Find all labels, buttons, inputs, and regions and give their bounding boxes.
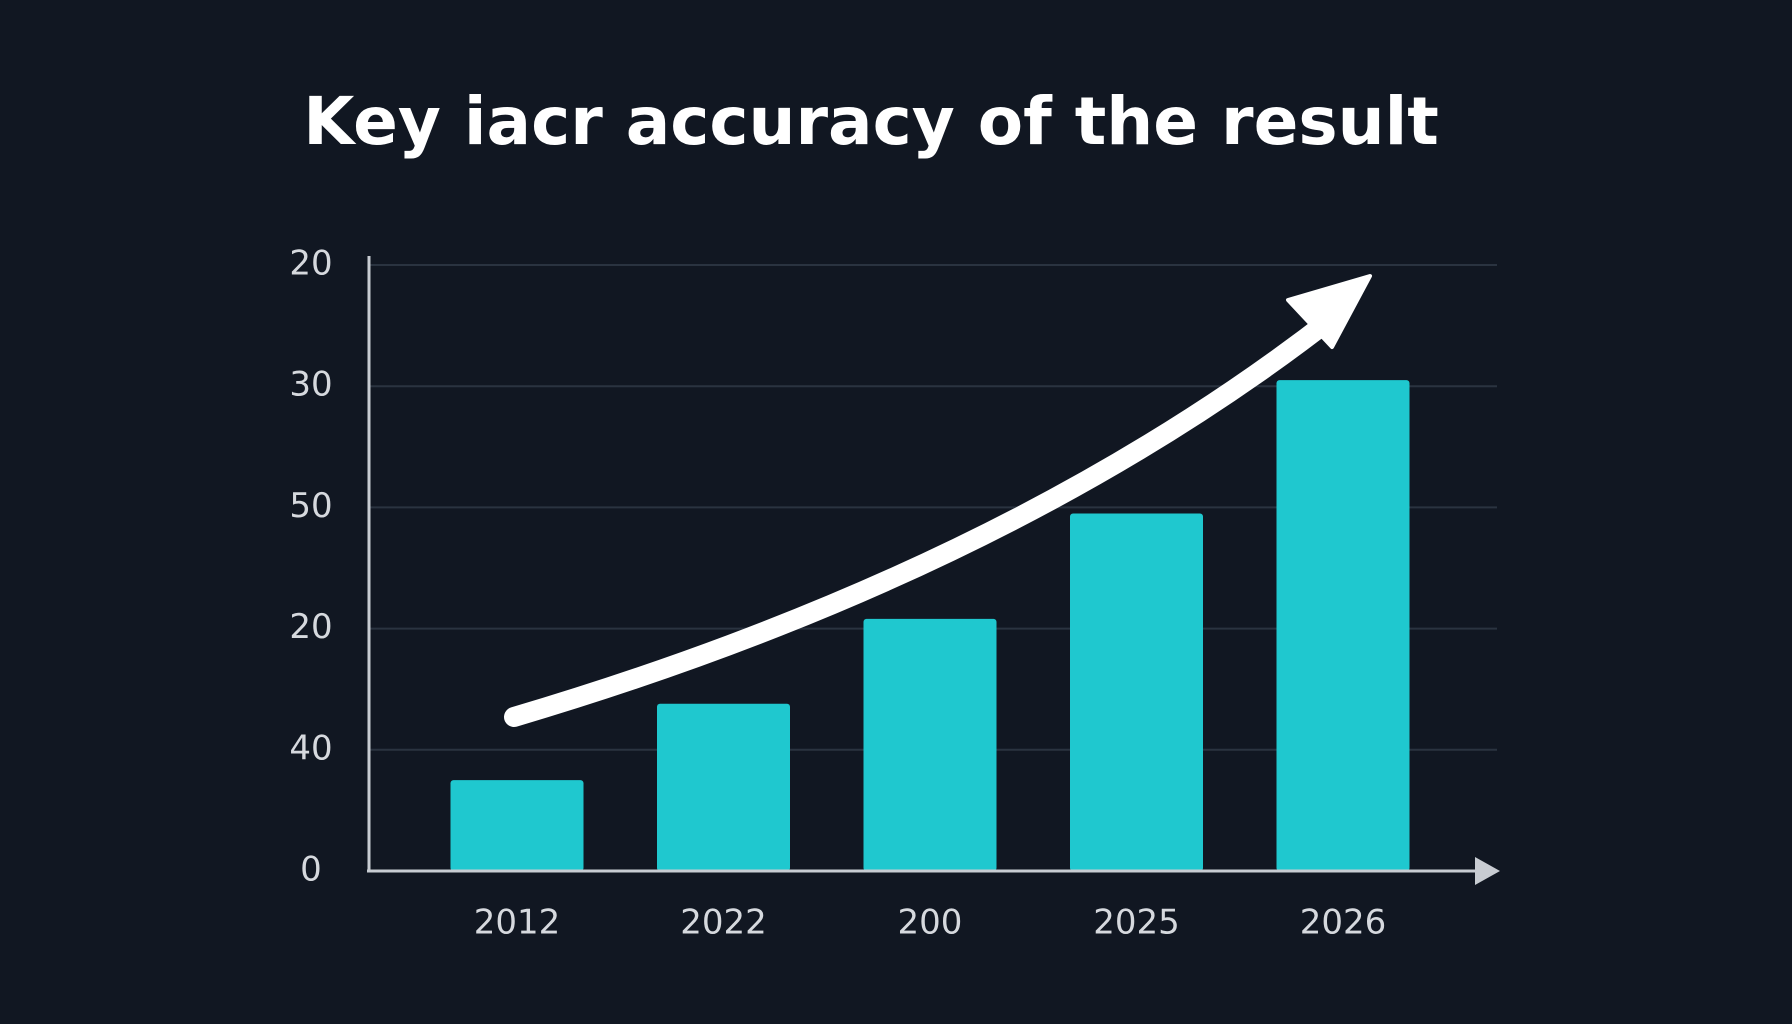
x-tick-label: 2022 <box>680 903 767 943</box>
trend-arrowhead <box>1286 274 1372 349</box>
chart-title: Key iacr accuracy of the result <box>303 83 1439 160</box>
bar <box>1276 380 1410 871</box>
bar <box>450 780 584 871</box>
bar <box>657 703 790 871</box>
y-tick-label: 0 <box>300 850 322 890</box>
bars <box>450 380 1410 871</box>
y-tick-label: 20 <box>289 607 332 647</box>
y-tick-label: 50 <box>289 486 332 526</box>
y-tick-label: 20 <box>289 244 332 284</box>
x-tick-label: 2012 <box>474 903 561 943</box>
x-tick-label: 200 <box>898 903 963 943</box>
y-tick-label: 30 <box>289 365 332 405</box>
trend-arrow <box>504 305 1346 727</box>
x-tick-label: 2025 <box>1093 903 1180 943</box>
bar <box>863 618 997 871</box>
y-tick-label: 40 <box>289 728 332 768</box>
x-axis-arrowhead <box>1475 857 1500 885</box>
x-tick-label: 2026 <box>1300 903 1387 943</box>
bar <box>1070 513 1203 871</box>
